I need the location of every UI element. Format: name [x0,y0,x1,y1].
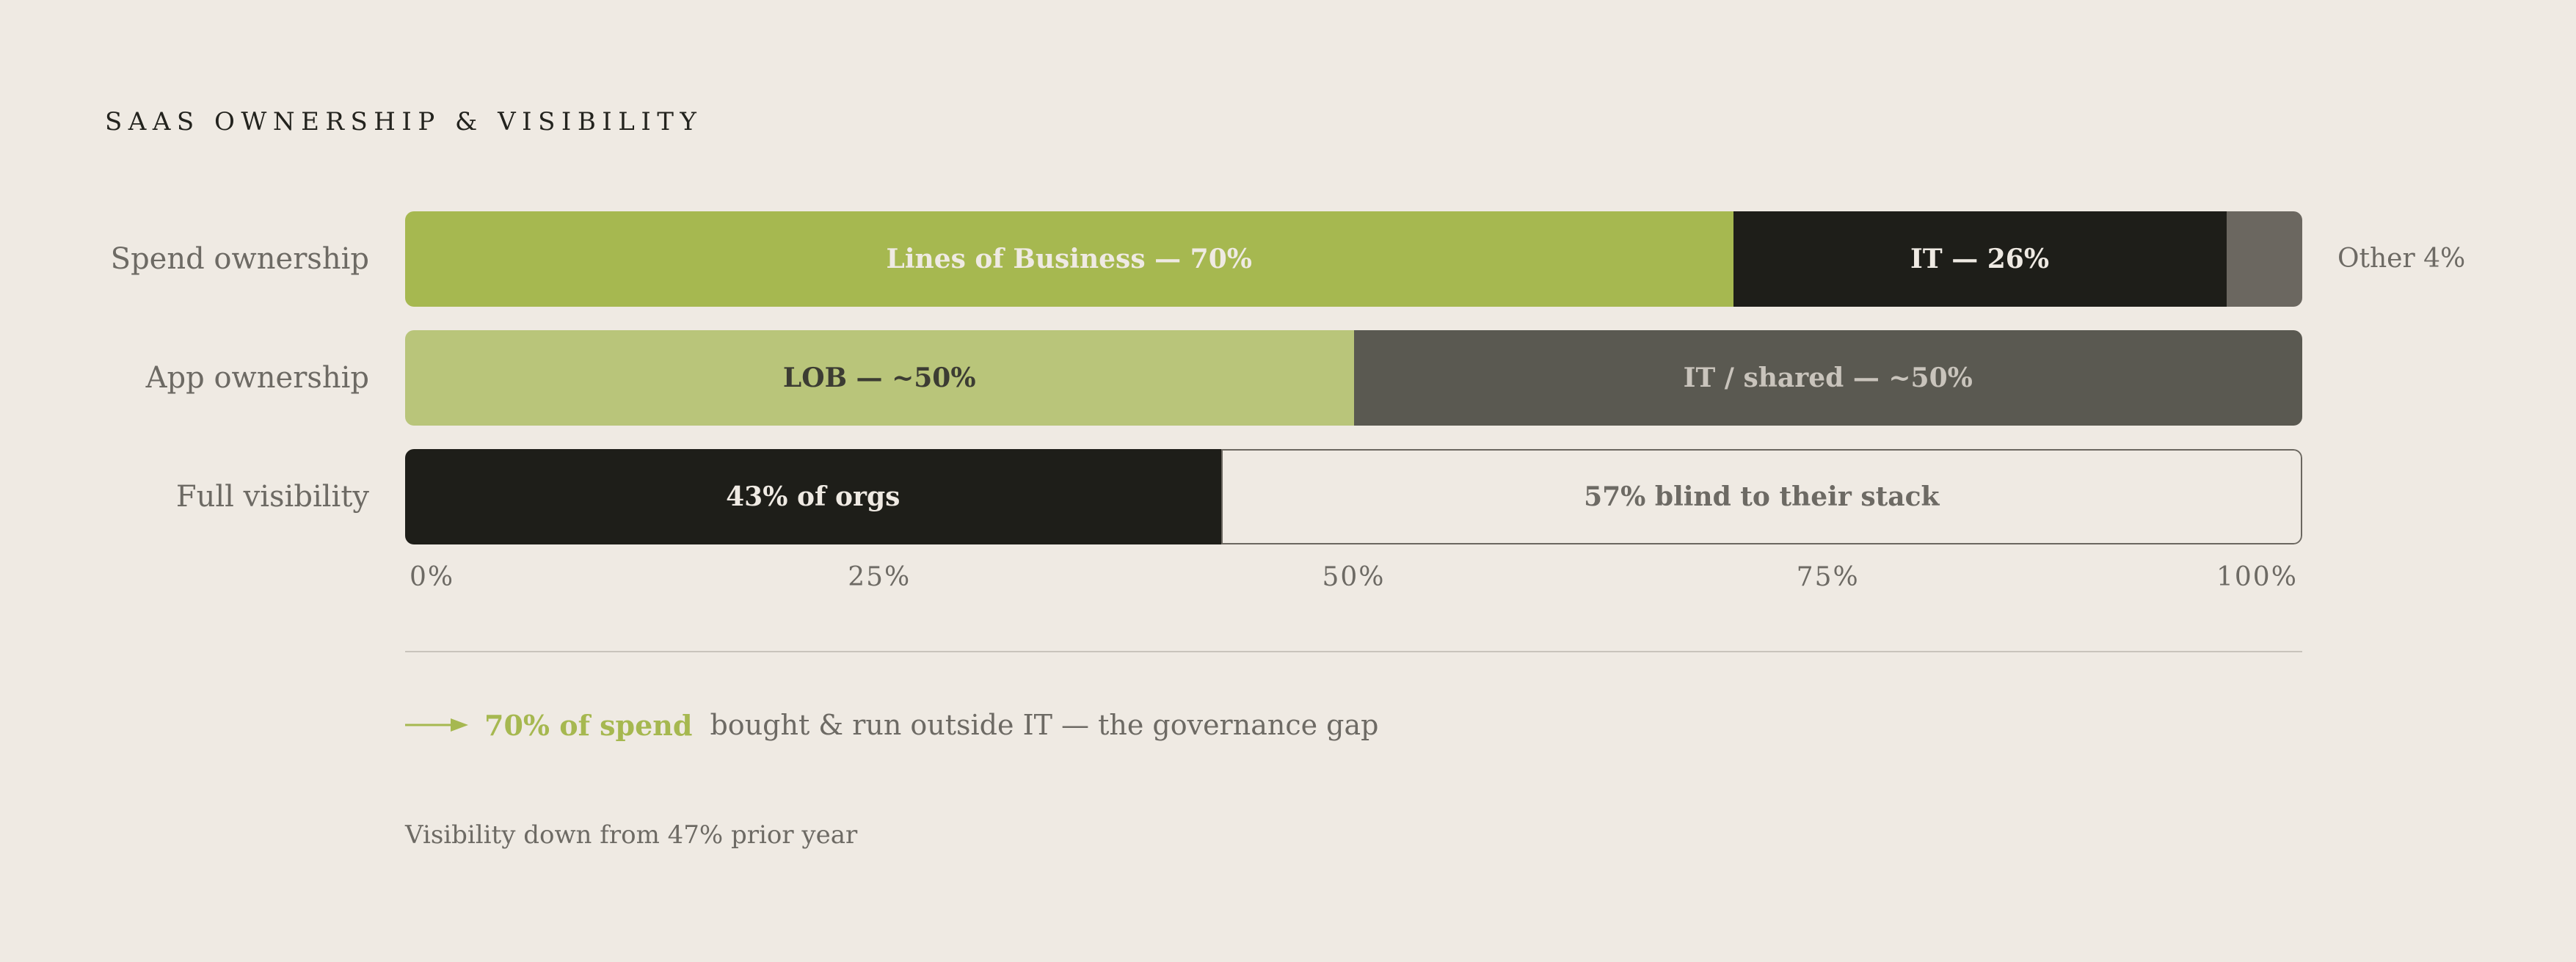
row-label: Full visibility [175,480,369,514]
tick-label: 100% [2216,562,2298,592]
segment-label: Lines of Business — 70% [886,244,1252,274]
segment-label: 43% of orgs [726,481,900,512]
bar-segment: 57% blind to their stack [1220,449,2302,544]
stacked-bar: LOB — ~50% IT / shared — ~50% [405,330,2302,426]
segment-label: LOB — ~50% [782,362,976,393]
bar-segment: Lines of Business — 70% [405,211,1733,307]
callout-text: bought & run outside IT — the governance… [710,709,1379,741]
tick-label: 25% [848,562,912,592]
bar-segment: LOB — ~50% [405,330,1354,426]
divider [405,651,2302,652]
callout: 70% of spend bought & run outside IT — t… [405,704,1378,746]
stacked-bar: Lines of Business — 70% IT — 26% [405,211,2302,307]
chart-title: SAAS OWNERSHIP & VISIBILITY [105,107,703,136]
bar-segment [2226,211,2302,307]
arrow-right-icon [405,718,468,732]
row-label: App ownership [145,361,369,395]
bar-segment: IT / shared — ~50% [1353,330,2302,426]
bar-segment: IT — 26% [1733,211,2227,307]
callout-highlight: 70% of spend [484,708,693,742]
stacked-bar: 43% of orgs 57% blind to their stack [405,449,2302,544]
segment-label: 57% blind to their stack [1584,481,1940,512]
footnote: Visibility down from 47% prior year [405,820,858,850]
segment-label: IT / shared — ~50% [1683,362,1973,393]
tick-label: 50% [1322,562,1386,592]
row-label: Spend ownership [110,242,369,276]
tick-label: 0% [410,562,455,592]
tick-label: 75% [1796,562,1860,592]
bar-segment: 43% of orgs [405,449,1221,544]
segment-label: IT — 26% [1910,244,2050,274]
outside-label: Other 4% [2337,244,2466,274]
